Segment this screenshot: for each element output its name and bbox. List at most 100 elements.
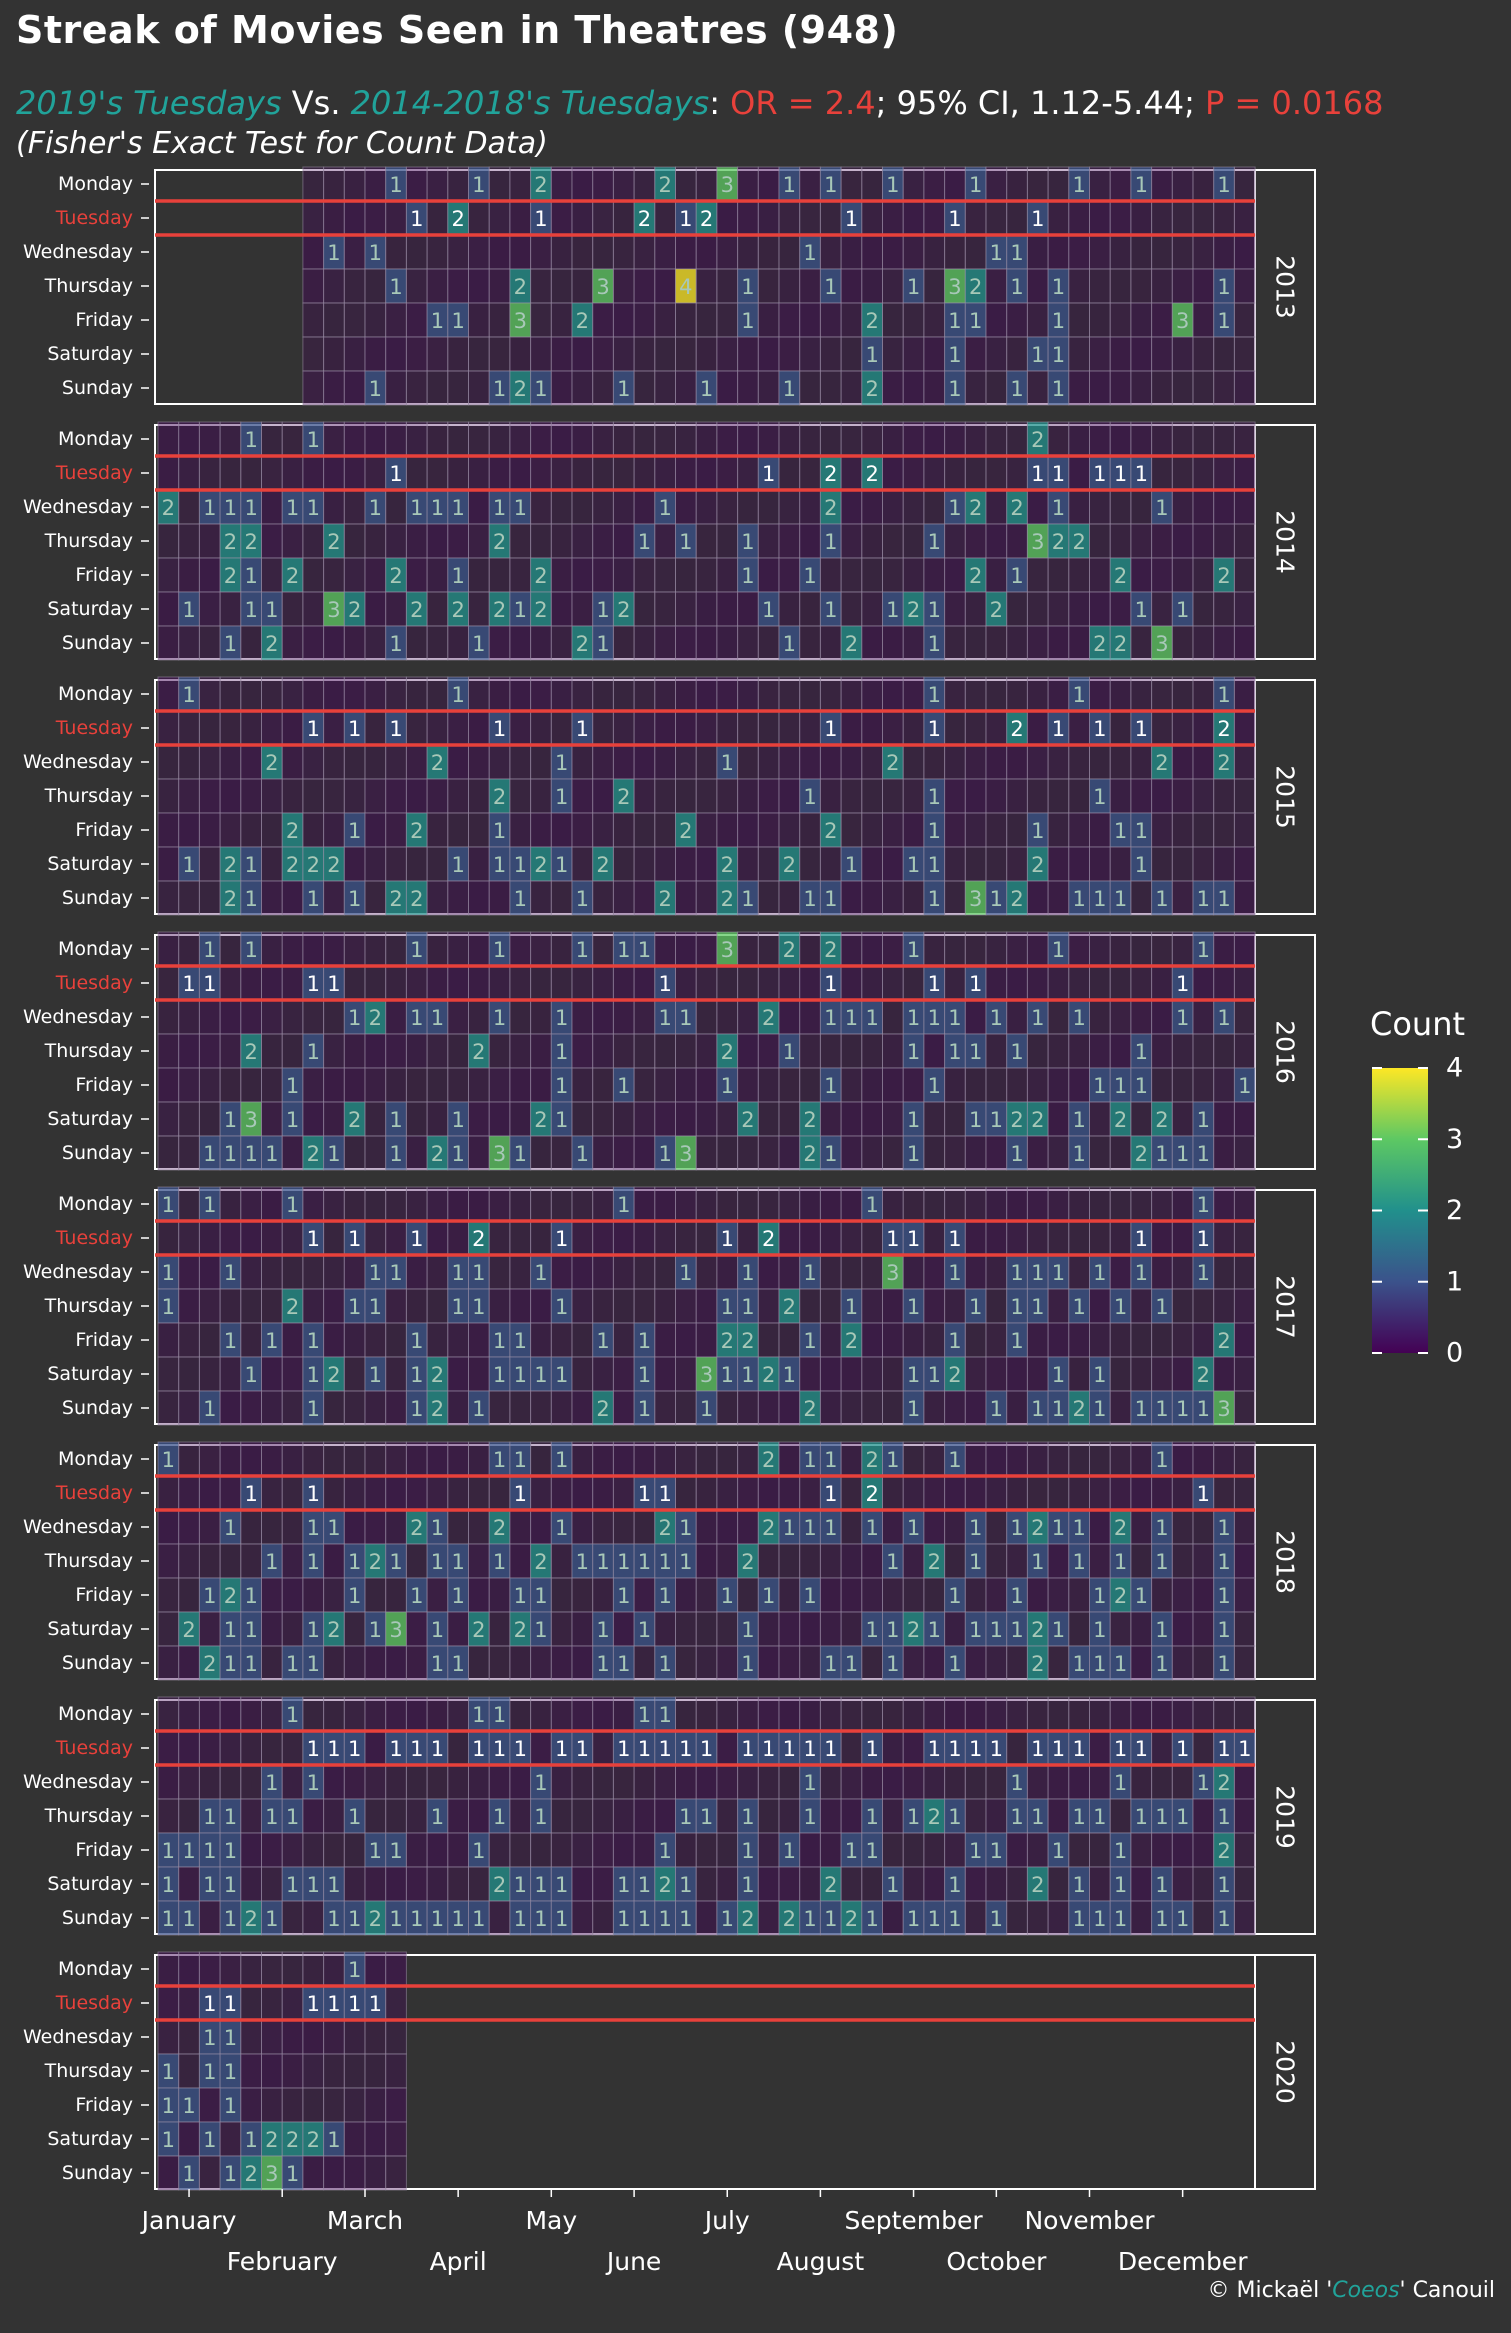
heatmap-cell xyxy=(157,1764,180,1800)
heatmap-cell xyxy=(509,1645,532,1681)
cell-count-label: 1 xyxy=(679,207,692,231)
heatmap-cell xyxy=(757,1696,780,1732)
heatmap-cell xyxy=(612,1509,635,1545)
heatmap-cell xyxy=(1213,1135,1235,1171)
heatmap-cell xyxy=(426,1441,449,1477)
heatmap-cell xyxy=(550,557,573,593)
heatmap-cell xyxy=(675,625,697,661)
cell-count-label: 1 xyxy=(1176,1006,1189,1030)
heatmap-cell xyxy=(654,1186,676,1222)
heatmap-cell xyxy=(778,676,801,712)
cell-count-label: 1 xyxy=(369,241,382,265)
heatmap-cell xyxy=(757,1322,780,1358)
heatmap-cell xyxy=(861,421,883,457)
heatmap-cell xyxy=(654,1441,676,1477)
heatmap-cell xyxy=(178,1866,200,1902)
heatmap-cell xyxy=(1047,1764,1070,1800)
heatmap-cell xyxy=(592,302,614,338)
heatmap-cell xyxy=(944,557,966,593)
cell-count-label: 1 xyxy=(1217,1652,1230,1676)
heatmap-cell xyxy=(405,336,428,372)
heatmap-cell xyxy=(1026,625,1049,661)
heatmap-cell xyxy=(1171,625,1194,661)
heatmap-cell xyxy=(1192,336,1215,372)
heatmap-cell xyxy=(861,234,883,270)
heatmap-cell xyxy=(571,1390,594,1426)
cell-count-label: 1 xyxy=(638,1550,651,1574)
heatmap-cell xyxy=(1213,778,1235,814)
heatmap-cell xyxy=(612,557,635,593)
heatmap-cell xyxy=(261,812,283,848)
heatmap-cell xyxy=(778,880,801,916)
heatmap-cell xyxy=(778,200,801,236)
cell-count-label: 2 xyxy=(307,2128,320,2152)
heatmap-cell xyxy=(882,200,904,236)
heatmap-cell xyxy=(240,1186,263,1222)
heatmap-cell xyxy=(198,1475,221,1511)
cell-count-label: 1 xyxy=(700,377,713,401)
cell-count-label: 1 xyxy=(721,1363,734,1387)
heatmap-cell xyxy=(964,421,987,457)
heatmap-cell xyxy=(1047,846,1070,882)
heatmap-cell xyxy=(364,1951,387,1987)
heatmap-cell xyxy=(964,1322,987,1358)
heatmap-cell xyxy=(281,1951,304,1987)
cell-count-label: 1 xyxy=(1135,1584,1148,1608)
heatmap-cell xyxy=(675,1645,697,1681)
cell-count-label: 1 xyxy=(907,1363,920,1387)
heatmap-cell xyxy=(323,2053,345,2089)
heatmap-cell xyxy=(882,523,904,559)
day-label: Saturday xyxy=(47,598,133,620)
heatmap-cell xyxy=(1006,931,1028,967)
heatmap-cell xyxy=(675,370,697,406)
heatmap-cell xyxy=(716,1696,739,1732)
heatmap-cell xyxy=(1130,1441,1153,1477)
heatmap-cell xyxy=(923,1135,946,1171)
heatmap-cell xyxy=(1192,557,1215,593)
heatmap-cell xyxy=(592,489,614,525)
heatmap-cell xyxy=(1109,523,1132,559)
cell-count-label: 1 xyxy=(658,972,671,996)
cell-count-label: 3 xyxy=(1217,1397,1230,1421)
cell-count-label: 1 xyxy=(969,1550,982,1574)
heatmap-cell xyxy=(1151,166,1173,202)
cell-count-label: 1 xyxy=(472,1397,485,1421)
heatmap-cell xyxy=(944,421,966,457)
heatmap-cell xyxy=(550,166,573,202)
heatmap-cell xyxy=(840,1475,863,1511)
heatmap-cell xyxy=(1151,1254,1173,1290)
month-label: October xyxy=(946,2247,1047,2276)
heatmap-cell xyxy=(985,1866,1008,1902)
heatmap-cell xyxy=(426,1696,449,1732)
heatmap-cell xyxy=(1233,1220,1256,1256)
heatmap-cell xyxy=(757,1135,780,1171)
day-label: Monday xyxy=(58,1448,133,1470)
heatmap-cell xyxy=(757,1832,780,1868)
heatmap-cell xyxy=(157,1033,180,1069)
cell-count-label: 1 xyxy=(845,1839,858,1863)
heatmap-cell xyxy=(550,421,573,457)
heatmap-cell xyxy=(1171,676,1194,712)
heatmap-cell xyxy=(1233,336,1256,372)
heatmap-cell xyxy=(178,931,200,967)
heatmap-cell xyxy=(1213,1033,1235,1069)
heatmap-cell xyxy=(695,1696,718,1732)
cell-count-label: 1 xyxy=(534,1907,547,1931)
heatmap-cell xyxy=(178,710,200,746)
heatmap-cell xyxy=(964,1577,987,1613)
heatmap-cell xyxy=(964,1900,987,1936)
heatmap-cell xyxy=(385,1067,407,1103)
heatmap-cell xyxy=(757,1645,780,1681)
heatmap-cell xyxy=(612,421,635,457)
cell-count-label: 2 xyxy=(1217,1839,1230,1863)
heatmap-cell xyxy=(178,2121,200,2157)
heatmap-cell xyxy=(323,1101,345,1137)
heatmap-cell xyxy=(530,489,552,525)
cell-count-label: 1 xyxy=(1217,275,1230,299)
heatmap-cell xyxy=(592,744,614,780)
heatmap-cell xyxy=(675,591,697,627)
heatmap-cell xyxy=(240,744,263,780)
heatmap-cell xyxy=(261,846,283,882)
heatmap-cell xyxy=(716,1101,739,1137)
